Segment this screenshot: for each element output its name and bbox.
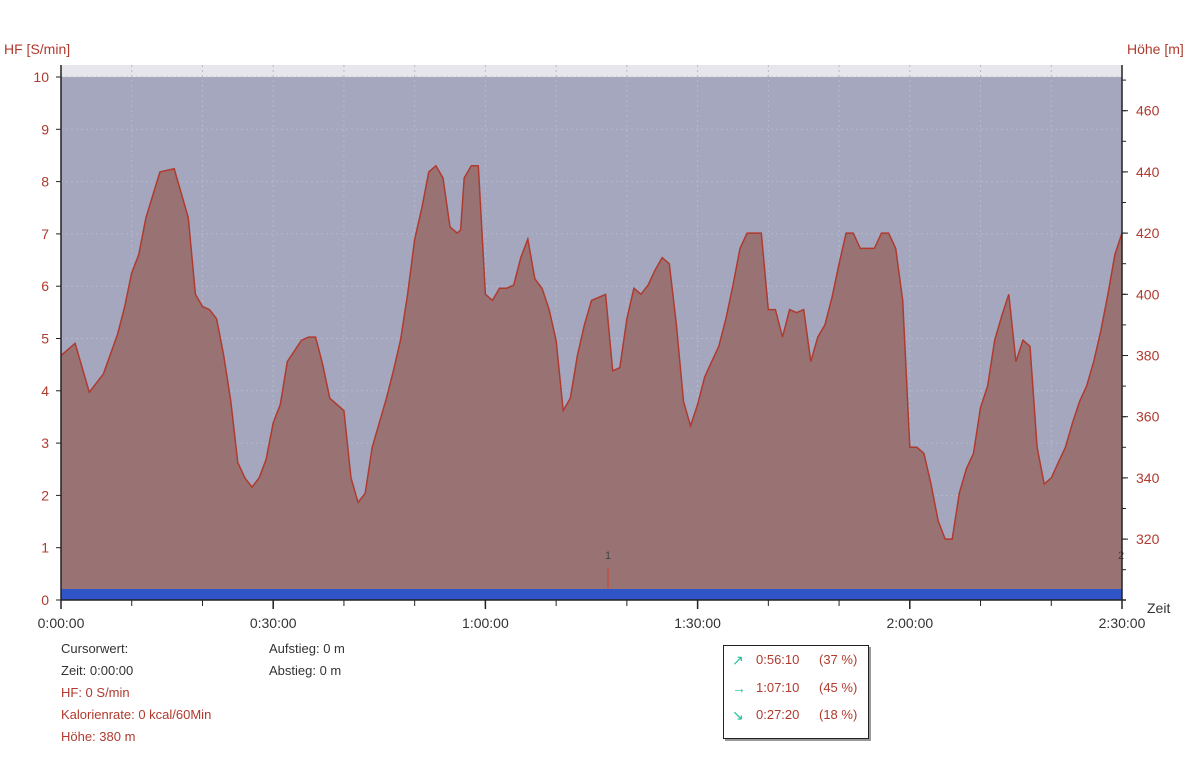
left-tick-label: 3: [41, 435, 49, 451]
summary-row-descent: ↘ 0:27:20 (18 %): [724, 707, 868, 729]
arrow-right-icon: →: [732, 680, 746, 696]
right-tick-label: 460: [1136, 103, 1160, 119]
hf-series-bar: [61, 589, 1122, 600]
summary-row-flat: → 1:07:10 (45 %): [724, 680, 868, 702]
summary-time: 0:27:20: [756, 707, 800, 722]
cursor-hf: HF: 0 S/min: [61, 685, 130, 700]
altitude-line: [60, 164, 1123, 540]
summary-row-ascent: ↗ 0:56:10 (37 %): [724, 652, 868, 674]
right-tick-label: 440: [1136, 164, 1160, 180]
cursor-label: Cursorwert:: [61, 641, 129, 656]
right-tick-label: 360: [1136, 409, 1160, 425]
descent-value: Abstieg: 0 m: [269, 663, 342, 678]
x-tick-label: 0:30:00: [250, 615, 297, 631]
x-tick-label: 1:00:00: [462, 615, 509, 631]
x-tick-label: 2:00:00: [886, 615, 933, 631]
elevation-chart[interactable]: 1 2 0 1 2 3 4 5 6 7 8 9 10 320 340 360 380 400 420 440 460 0:…: [0, 0, 1196, 640]
left-tick-label: 2: [41, 487, 49, 503]
right-tick-label: 340: [1136, 470, 1160, 486]
cursor-calorie-rate: Kalorienrate: 0 kcal/60Min: [61, 707, 212, 722]
left-tick-label: 10: [33, 69, 49, 85]
summary-time: 1:07:10: [756, 680, 800, 695]
cursor-altitude: Höhe: 380 m: [61, 729, 136, 744]
gradient-summary-box: ↗ 0:56:10 (37 %) → 1:07:10 (45 %) ↘ 0:27…: [723, 645, 869, 739]
arrow-down-right-icon: ↘: [732, 707, 744, 723]
left-tick-label: 4: [41, 383, 49, 399]
left-tick-label: 8: [41, 174, 49, 190]
left-tick-label: 1: [41, 540, 49, 556]
altitude-area: [61, 165, 1122, 601]
left-tick-label: 6: [41, 278, 49, 294]
marker-label: 2: [1118, 550, 1124, 562]
ascent-value: Aufstieg: 0 m: [269, 641, 345, 656]
x-tick-label: 2:30:00: [1099, 615, 1146, 631]
x-tick-label: 0:00:00: [38, 615, 85, 631]
left-axis-title: HF [S/min]: [4, 41, 71, 57]
left-tick-label: 7: [41, 226, 49, 242]
right-tick-label: 380: [1136, 348, 1160, 364]
ascent-info-panel: Aufstieg: 0 m Abstieg: 0 m: [269, 638, 345, 682]
cursor-info-panel: Cursorwert: Zeit: 0:00:00 HF: 0 S/min Ka…: [61, 638, 211, 748]
right-axis-title: Höhe [m]: [1127, 41, 1184, 57]
summary-percent: (18 %): [819, 707, 858, 722]
arrow-up-right-icon: ↗: [732, 652, 744, 668]
left-tick-label: 5: [41, 331, 49, 347]
left-tick-label: 9: [41, 121, 49, 137]
summary-percent: (45 %): [819, 680, 858, 695]
marker-label: 1: [605, 550, 611, 562]
right-tick-label: 320: [1136, 531, 1160, 547]
summary-percent: (37 %): [819, 652, 858, 667]
x-axis-title: Zeit: [1147, 600, 1171, 616]
cursor-time: Zeit: 0:00:00: [61, 663, 134, 678]
right-tick-label: 400: [1136, 286, 1160, 302]
summary-time: 0:56:10: [756, 652, 800, 667]
x-tick-label: 1:30:00: [674, 615, 721, 631]
right-tick-label: 420: [1136, 225, 1160, 241]
left-tick-label: 0: [41, 592, 49, 608]
